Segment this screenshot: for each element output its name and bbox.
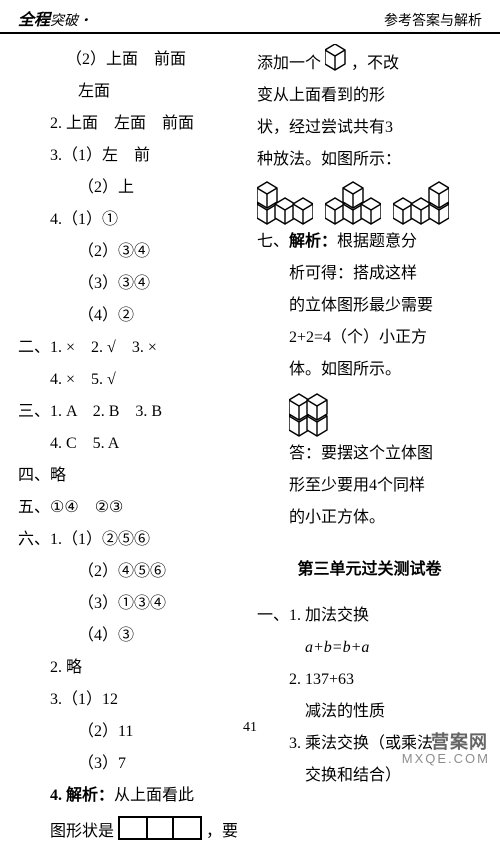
text: 1.（1）②⑤⑥ [50, 531, 150, 548]
cube-arrangement-3-icon [393, 176, 449, 226]
header-brand-suffix: 突破 [50, 14, 78, 29]
text: 的小正方体。 [257, 502, 482, 534]
text: 从上面看此 [114, 787, 194, 804]
text: 体。如图所示。 [257, 354, 482, 386]
text: 状，经过尝试共有3 [257, 112, 482, 144]
text: ①④ ②③ [50, 499, 123, 516]
text: （4）③ [18, 620, 243, 652]
text: （3）③④ [18, 268, 243, 300]
text: 1. A 2. B 3. B [50, 403, 162, 420]
section-5: 五、①④ ②③ [18, 492, 243, 524]
analysis-intro: 4. 解析：从上面看此 [18, 780, 243, 812]
text: （3）7 [18, 748, 243, 780]
section-7: 七、解析：根据题意分 [257, 226, 482, 258]
text: 1. 加法交换 [289, 607, 369, 624]
single-cube-icon [325, 44, 347, 72]
three-square-shape-icon [118, 816, 202, 840]
watermark-url: MXQE.COM [402, 751, 490, 766]
add-cube-line: 添加一个 ，不改 [257, 44, 482, 80]
text: 添加一个 [257, 55, 321, 72]
text: ，要 [206, 823, 238, 840]
text: 形至少要用4个同样 [257, 470, 482, 502]
text: 2+2=4（个）小正方 [257, 322, 482, 354]
shape-line: 图形状是 ，要 [18, 812, 243, 848]
text: 根据题意分 [337, 233, 417, 250]
text: 的立体图形最少需要 [257, 290, 482, 322]
section-2: 二、1. × 2. √ 3. × [18, 332, 243, 364]
text: （2）③④ [18, 236, 243, 268]
text: 1. × 2. √ 3. × [50, 339, 157, 356]
text: （3）①③④ [18, 588, 243, 620]
text: （2）④⑤⑥ [18, 556, 243, 588]
text: 种放法。如图所示： [257, 144, 482, 176]
text: 4.（1）① [18, 204, 243, 236]
header-right: 参考答案与解析 [384, 10, 482, 30]
analysis-label: 4. 解析： [50, 787, 114, 804]
section-label: 三、 [18, 403, 50, 420]
section-label: 二、 [18, 339, 50, 356]
text: 2. 略 [18, 652, 243, 684]
section-label: 七、 [257, 233, 289, 250]
unit-3-title: 第三单元过关测试卷 [257, 554, 482, 586]
text: 变从上面看到的形 [257, 80, 482, 112]
text: （2）上 [18, 172, 243, 204]
text: 左面 [18, 76, 243, 108]
four-cube-figure [257, 386, 482, 438]
header-left: 全程突破・ [18, 6, 92, 30]
page-number: 41 [0, 720, 500, 736]
section-4: 四、略 [18, 460, 243, 492]
text: 3.（1）12 [18, 684, 243, 716]
formula: a+b=b+a [257, 632, 482, 664]
text: 2. 137+63 [257, 664, 482, 696]
text: 答：要摆这个立体图 [257, 438, 482, 470]
text: 2. 上面 左面 前面 [18, 108, 243, 140]
text: 4. C 5. A [18, 428, 243, 460]
cube-arrangements [257, 176, 482, 226]
section-6: 六、1.（1）②⑤⑥ [18, 524, 243, 556]
section-label: 四、 [18, 467, 50, 484]
text: 3.（1）左 前 [18, 140, 243, 172]
header-brand: 全程 [18, 12, 50, 29]
cube-arrangement-2-icon [325, 176, 381, 226]
four-cube-icon [289, 386, 335, 438]
section-3: 三、1. A 2. B 3. B [18, 396, 243, 428]
text: 4. × 5. √ [18, 364, 243, 396]
cube-arrangement-1-icon [257, 176, 313, 226]
analysis-label: 解析： [289, 233, 337, 250]
text: 图形状是 [50, 823, 114, 840]
section-label: 一、 [257, 607, 289, 624]
section-1b: 一、1. 加法交换 [257, 600, 482, 632]
section-label: 五、 [18, 499, 50, 516]
text: 析可得：搭成这样 [257, 258, 482, 290]
text: 略 [50, 467, 66, 484]
text: ，不改 [351, 55, 399, 72]
page-header: 全程突破・ 参考答案与解析 [0, 0, 500, 34]
text: （4）② [18, 300, 243, 332]
text: （2）上面 前面 [18, 44, 243, 76]
section-label: 六、 [18, 531, 50, 548]
